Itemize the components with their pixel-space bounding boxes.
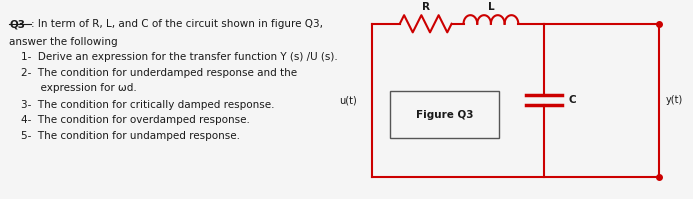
Text: L: L	[488, 2, 494, 12]
Text: R: R	[421, 2, 430, 12]
Text: answer the following: answer the following	[10, 37, 118, 47]
Text: 5-  The condition for undamped response.: 5- The condition for undamped response.	[21, 131, 240, 141]
Text: 4-  The condition for overdamped response.: 4- The condition for overdamped response…	[21, 115, 250, 125]
Text: 1-  Derive an expression for the transfer function Y (s) /U (s).: 1- Derive an expression for the transfer…	[21, 52, 338, 62]
Text: 3-  The condition for critically damped response.: 3- The condition for critically damped r…	[21, 100, 275, 110]
Text: C: C	[568, 95, 576, 105]
Text: expression for ωd.: expression for ωd.	[21, 83, 137, 93]
FancyBboxPatch shape	[390, 91, 500, 138]
Text: y(t): y(t)	[666, 95, 683, 105]
Text: : In term of R, L, and C of the circuit shown in figure Q3,: : In term of R, L, and C of the circuit …	[31, 19, 323, 29]
Text: 2-  The condition for underdamped response and the: 2- The condition for underdamped respons…	[21, 68, 297, 78]
Text: Q3: Q3	[10, 19, 26, 29]
Text: u(t): u(t)	[339, 95, 357, 105]
Text: Figure Q3: Figure Q3	[416, 109, 473, 120]
